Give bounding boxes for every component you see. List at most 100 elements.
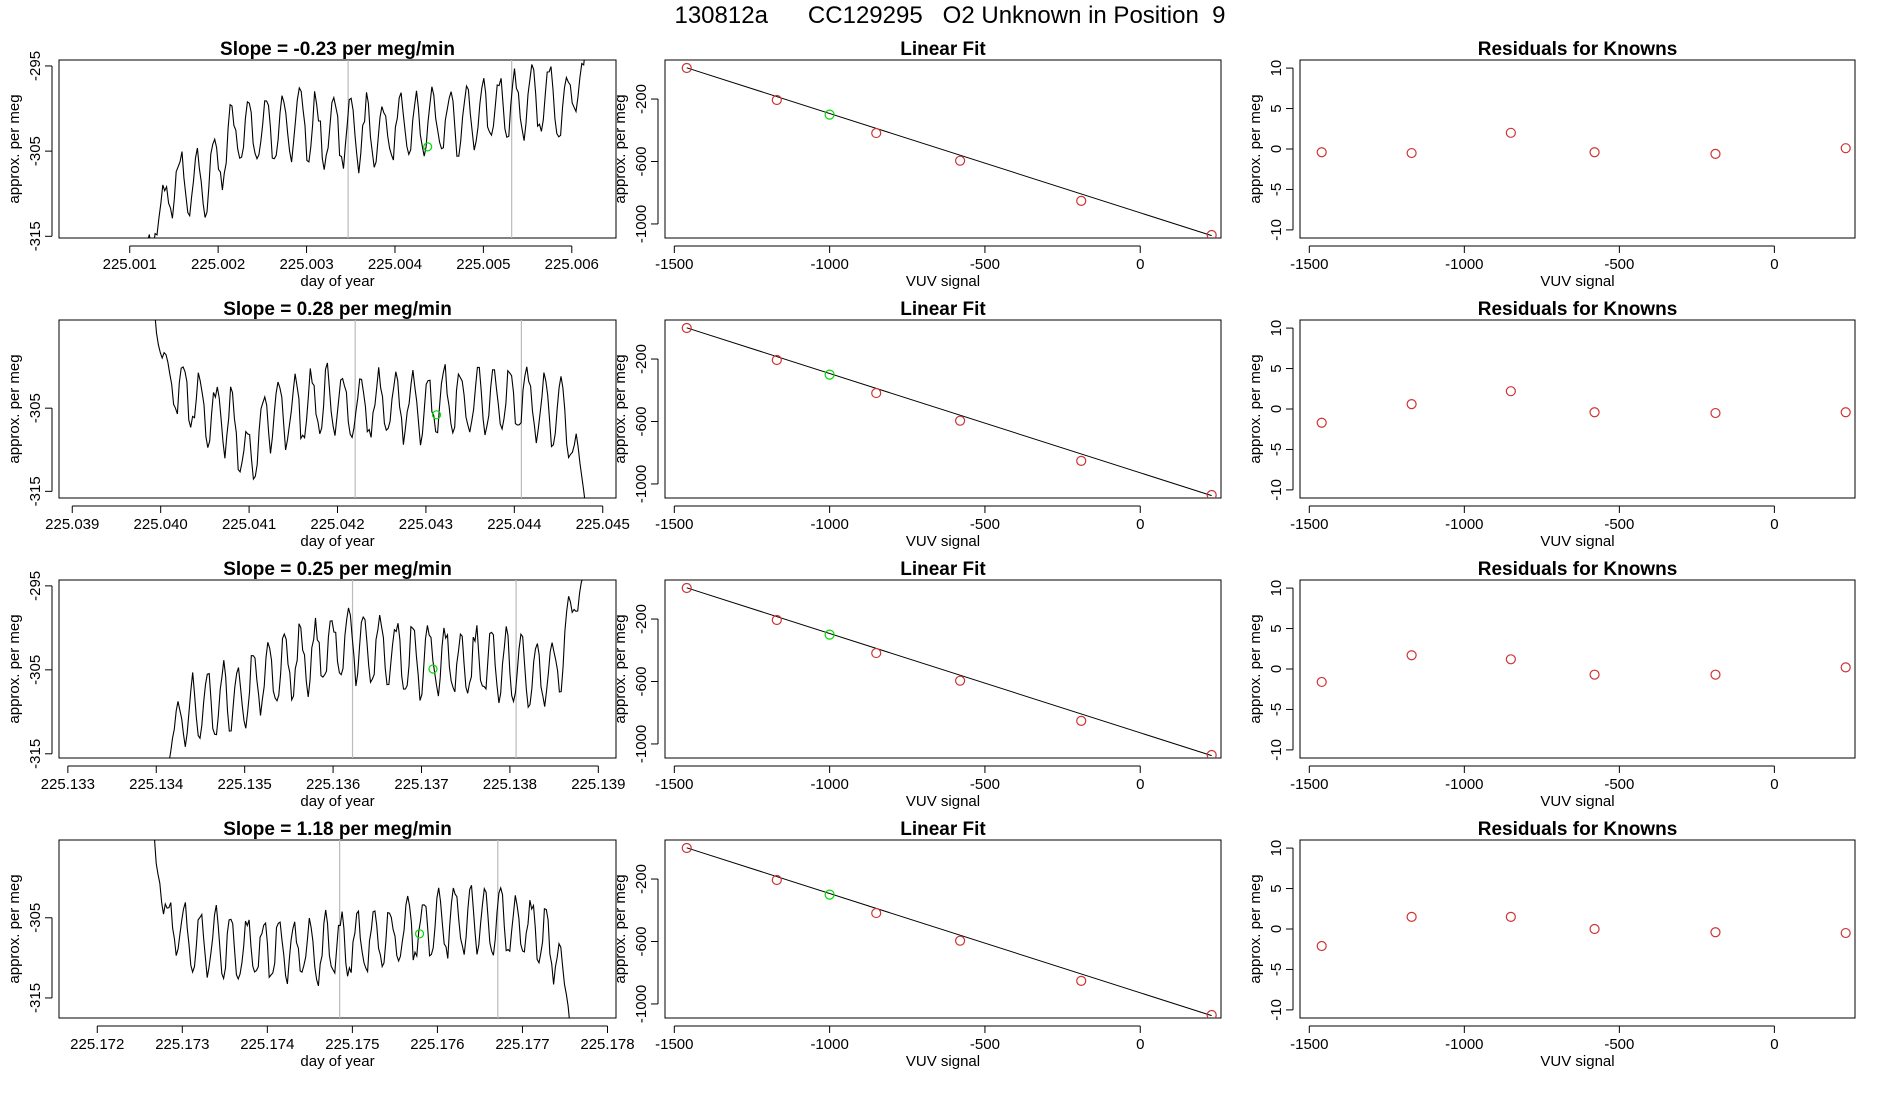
y-axis-label: approx. per meg — [6, 354, 23, 463]
x-tick-label: 225.178 — [580, 1036, 634, 1053]
x-tick-label: -1000 — [810, 256, 848, 273]
plot-frame — [664, 839, 1222, 1019]
y-tick-label: -315 — [27, 983, 44, 1013]
unknown-point — [423, 142, 433, 152]
plot-area — [681, 322, 1217, 498]
y-tick-label: -1000 — [633, 205, 650, 243]
y-tick-label: -10 — [1268, 739, 1285, 761]
y-tick-label: -200 — [633, 864, 650, 894]
x-axis-label: day of year — [300, 793, 374, 810]
known-point — [1206, 1009, 1217, 1018]
known-point — [1710, 927, 1721, 938]
known-point — [1840, 407, 1851, 418]
plot-frame — [58, 319, 617, 499]
fit-line — [686, 847, 1212, 1017]
panel-r3-c1: Slope = 0.25 per meg/min 225.133 225.134 22… — [6, 559, 625, 810]
known-point — [1076, 455, 1087, 466]
x-tick-label: -1500 — [1290, 256, 1328, 273]
y-tick-label: 10 — [1268, 840, 1285, 857]
unknown-point — [824, 369, 835, 380]
panel-title: Slope = 1.18 per meg/min — [223, 819, 452, 840]
y-tick-label: -10 — [1268, 479, 1285, 501]
x-axis-label: day of year — [300, 533, 374, 550]
plot-frame — [664, 579, 1222, 759]
known-point — [1406, 147, 1417, 159]
y-axis-label: approx. per meg — [612, 354, 629, 463]
known-point — [1076, 715, 1087, 726]
x-tick-label: 225.001 — [103, 256, 157, 273]
y-tick-label: 10 — [1268, 320, 1285, 337]
x-tick-label: -1000 — [810, 776, 848, 793]
known-point — [954, 415, 966, 426]
y-tick-label: -10 — [1268, 999, 1285, 1021]
plot-frame — [664, 59, 1222, 239]
x-tick-label: -500 — [970, 516, 1000, 533]
x-tick-label: 225.003 — [279, 256, 333, 273]
known-point — [1589, 923, 1600, 935]
known-point — [771, 354, 782, 366]
x-tick-label: 225.137 — [394, 776, 448, 793]
known-point — [1076, 195, 1087, 206]
known-point — [771, 874, 782, 886]
y-tick-label: -10 — [1268, 219, 1285, 241]
unknown-point — [431, 410, 442, 420]
y-tick-label: -315 — [27, 476, 44, 506]
y-tick-label: 0 — [1268, 665, 1285, 673]
x-tick-label: -1500 — [1290, 1036, 1328, 1053]
panel-r1-c3: Residuals for Knowns -1500 -1000 -500 0 VUV s… — [1247, 39, 1856, 290]
known-point — [1316, 940, 1327, 952]
x-tick-label: 0 — [1136, 1036, 1144, 1053]
panel-title: Residuals for Knowns — [1478, 559, 1678, 580]
plot-area — [169, 580, 583, 758]
x-tick-label: 225.004 — [368, 256, 422, 273]
known-point — [1589, 669, 1600, 680]
known-point — [1840, 662, 1851, 673]
plot-frame — [58, 59, 617, 239]
panel-r1-c2: Linear Fit -1500 -1000 -500 0 VUV signal -1000… — [612, 39, 1222, 290]
y-tick-label: 10 — [1268, 580, 1285, 597]
x-tick-label: 0 — [1770, 776, 1778, 793]
panel-title: Linear Fit — [900, 39, 986, 60]
y-tick-label: -5 — [1268, 963, 1285, 976]
known-point — [1589, 407, 1600, 418]
x-tick-label: 225.136 — [306, 776, 360, 793]
y-tick-label: -600 — [633, 666, 650, 696]
plot-frame — [1299, 319, 1856, 499]
known-point — [1316, 676, 1327, 688]
known-point — [1406, 650, 1417, 661]
x-axis-label: VUV signal — [1540, 1053, 1614, 1070]
panel-r2-c1: Slope = 0.28 per meg/min 225.039 225.040 22… — [6, 299, 630, 550]
x-tick-label: 225.043 — [399, 516, 453, 533]
y-tick-label: 0 — [1268, 405, 1285, 413]
known-point — [954, 155, 966, 166]
x-tick-label: 225.176 — [410, 1036, 464, 1053]
y-axis-label: approx. per meg — [612, 94, 629, 203]
series-line — [154, 840, 570, 1018]
x-tick-label: -1000 — [1445, 1036, 1483, 1053]
y-axis-label: approx. per meg — [612, 874, 629, 983]
panel-r1-c1: Slope = -0.23 per meg/min 225.001 225.002 2… — [6, 39, 617, 290]
x-tick-label: 225.175 — [325, 1036, 379, 1053]
panel-title: Slope = 0.25 per meg/min — [223, 559, 452, 580]
known-point — [1206, 489, 1217, 498]
x-tick-label: 225.045 — [576, 516, 630, 533]
y-axis-label: approx. per meg — [1247, 874, 1264, 983]
x-tick-label: 225.173 — [155, 1036, 209, 1053]
x-tick-label: 225.039 — [45, 516, 99, 533]
panel-r2-c3: Residuals for Knowns -1500 -1000 -500 0 VUV s… — [1247, 299, 1856, 550]
known-point — [1316, 147, 1327, 158]
panel-title: Linear Fit — [900, 299, 986, 320]
known-point — [1505, 127, 1516, 138]
x-tick-label: -1000 — [1445, 776, 1483, 793]
known-point — [1406, 911, 1417, 922]
x-tick-label: 0 — [1770, 516, 1778, 533]
known-point — [1406, 399, 1417, 410]
x-tick-label: -500 — [1604, 256, 1634, 273]
x-tick-label: 225.172 — [70, 1036, 124, 1053]
panel-title: Residuals for Knowns — [1478, 39, 1678, 60]
x-axis-label: VUV signal — [1540, 793, 1614, 810]
y-axis-label: approx. per meg — [612, 614, 629, 723]
y-tick-label: 5 — [1268, 104, 1285, 112]
y-tick-label: -5 — [1268, 443, 1285, 456]
